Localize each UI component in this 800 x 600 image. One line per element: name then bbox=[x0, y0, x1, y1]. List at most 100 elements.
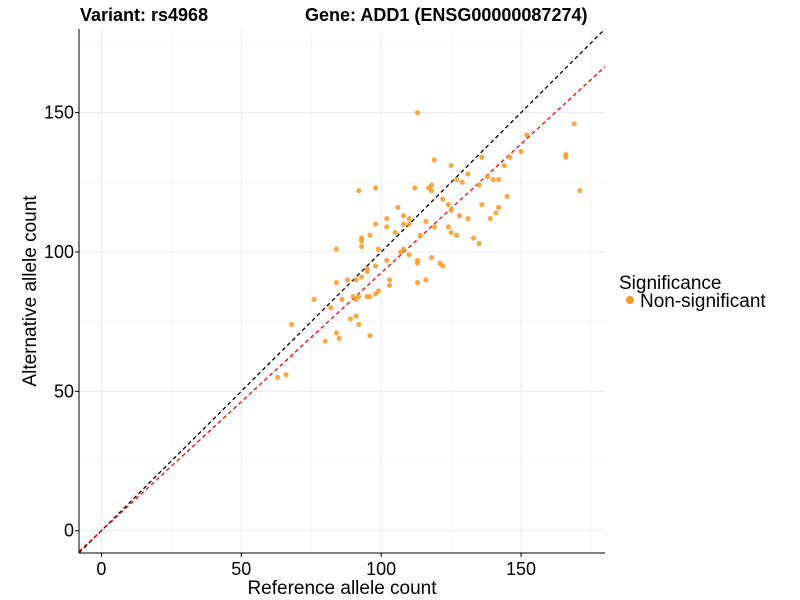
data-point bbox=[507, 154, 513, 160]
data-point bbox=[283, 372, 289, 378]
data-point bbox=[364, 268, 370, 275]
data-point bbox=[448, 207, 454, 213]
data-point bbox=[431, 224, 437, 230]
data-point bbox=[358, 243, 365, 250]
data-point bbox=[414, 280, 421, 286]
data-point bbox=[392, 229, 398, 236]
data-point bbox=[479, 201, 485, 208]
data-point bbox=[414, 110, 421, 116]
data-point bbox=[275, 374, 281, 381]
x-axis-ticks: 0 50 100 150 bbox=[96, 553, 536, 579]
data-point bbox=[496, 176, 502, 183]
data-point bbox=[490, 176, 496, 183]
data-point bbox=[328, 305, 334, 311]
data-point bbox=[333, 280, 340, 286]
data-point bbox=[414, 257, 421, 263]
y-tick-label: 50 bbox=[54, 381, 74, 401]
data-point bbox=[445, 224, 451, 230]
legend-marker-non-significant bbox=[626, 296, 634, 304]
data-point bbox=[372, 221, 379, 227]
data-point bbox=[372, 291, 379, 297]
data-point bbox=[384, 257, 390, 263]
data-point bbox=[454, 232, 460, 238]
data-point bbox=[440, 196, 446, 202]
points bbox=[275, 110, 583, 381]
y-tick-label: 0 bbox=[64, 521, 74, 541]
x-tick-label: 100 bbox=[366, 559, 396, 579]
y-tick-label: 100 bbox=[44, 242, 74, 262]
data-point bbox=[448, 229, 454, 236]
data-point bbox=[479, 154, 485, 160]
data-point bbox=[372, 185, 379, 191]
data-point bbox=[431, 157, 437, 163]
data-point bbox=[465, 171, 471, 177]
data-point bbox=[322, 338, 328, 344]
x-axis-title: Reference allele count bbox=[247, 578, 437, 599]
data-point bbox=[311, 296, 317, 302]
data-point bbox=[417, 232, 423, 238]
data-point bbox=[384, 215, 390, 222]
data-point bbox=[400, 213, 407, 219]
data-point bbox=[476, 241, 482, 247]
data-point bbox=[454, 176, 460, 183]
data-point bbox=[476, 182, 482, 188]
data-point bbox=[496, 204, 502, 210]
data-point bbox=[577, 188, 583, 194]
data-point bbox=[563, 154, 569, 160]
y-axis-ticks: 0 50 100 150 bbox=[44, 103, 79, 541]
legend-title: Significance bbox=[619, 273, 721, 294]
data-point bbox=[400, 246, 407, 252]
y-tick-label: 150 bbox=[44, 103, 74, 123]
data-point bbox=[518, 149, 524, 155]
data-point bbox=[406, 215, 412, 222]
data-point bbox=[440, 263, 446, 269]
data-point bbox=[358, 274, 365, 280]
data-point bbox=[423, 277, 429, 283]
variant-title: Variant: rs4968 bbox=[80, 5, 208, 25]
data-point bbox=[367, 232, 373, 238]
data-point bbox=[412, 185, 418, 191]
data-point bbox=[571, 121, 577, 127]
data-point bbox=[428, 254, 435, 261]
grid bbox=[79, 29, 605, 553]
data-point bbox=[353, 313, 359, 319]
data-point bbox=[333, 330, 340, 336]
data-point bbox=[448, 162, 454, 169]
data-point bbox=[484, 174, 491, 180]
data-point bbox=[356, 188, 362, 194]
x-tick-label: 150 bbox=[506, 559, 536, 579]
data-point bbox=[423, 218, 429, 224]
x-tick-label: 0 bbox=[96, 559, 106, 579]
data-point bbox=[445, 201, 451, 208]
data-point bbox=[367, 293, 373, 300]
data-point bbox=[358, 238, 365, 244]
reference-line-0 bbox=[79, 29, 605, 553]
data-point bbox=[386, 282, 393, 289]
data-point bbox=[406, 252, 412, 258]
data-point bbox=[347, 316, 353, 322]
data-point bbox=[384, 224, 390, 230]
data-point bbox=[501, 162, 507, 169]
data-point bbox=[356, 321, 362, 328]
data-point bbox=[465, 215, 471, 222]
reference-line-1 bbox=[79, 66, 605, 552]
data-point bbox=[493, 210, 499, 216]
data-point bbox=[372, 263, 379, 269]
data-point bbox=[426, 185, 432, 191]
legend: Significance Non-significant bbox=[619, 273, 766, 312]
data-point bbox=[456, 213, 463, 219]
data-point bbox=[336, 335, 342, 341]
data-point bbox=[344, 277, 351, 283]
reference-lines bbox=[79, 29, 605, 553]
legend-label-non-significant: Non-significant bbox=[640, 291, 766, 312]
data-point bbox=[375, 246, 381, 252]
data-point bbox=[395, 204, 401, 210]
data-point bbox=[289, 321, 295, 328]
data-point bbox=[504, 193, 510, 199]
data-point bbox=[333, 246, 340, 252]
data-point bbox=[353, 296, 359, 302]
data-point bbox=[386, 277, 393, 283]
data-point bbox=[487, 215, 493, 222]
data-point bbox=[353, 277, 359, 283]
